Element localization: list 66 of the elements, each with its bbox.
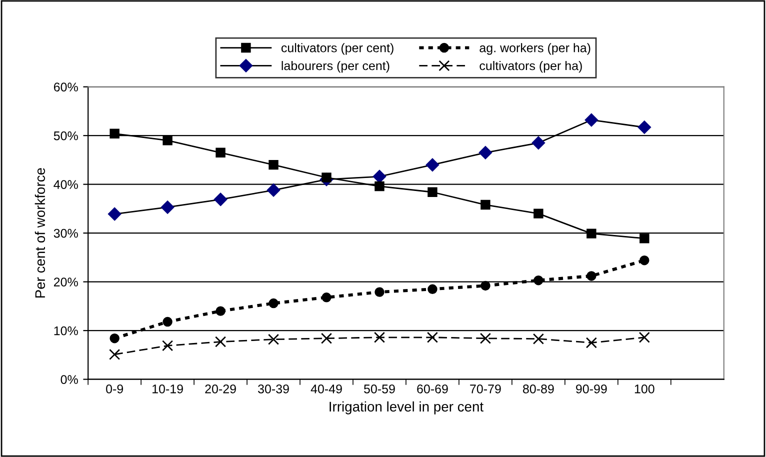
x-tick-label: 100 — [634, 384, 654, 394]
point — [426, 332, 438, 343]
x-tick-label: 80-89 — [522, 384, 554, 394]
point — [532, 136, 546, 150]
y-axis-title: Per cent of workforce — [34, 168, 46, 298]
point — [374, 332, 386, 343]
x-tick-label: 10-19 — [152, 384, 183, 394]
point — [638, 120, 651, 134]
point — [586, 228, 596, 238]
point — [426, 158, 440, 172]
point — [374, 287, 384, 297]
point — [638, 332, 650, 343]
point — [160, 200, 174, 214]
y-tick-label: 60% — [54, 82, 78, 92]
point — [162, 316, 172, 327]
point — [586, 271, 596, 281]
point — [428, 284, 438, 294]
point — [214, 192, 228, 206]
point — [110, 128, 120, 138]
point — [320, 332, 332, 344]
x-tick-label: 0-9 — [106, 384, 124, 394]
y-tick-label: 40% — [54, 180, 78, 189]
x-tick-label: 70-79 — [470, 384, 501, 394]
legend-label: cultivators (per ha) — [480, 61, 582, 73]
x-tick-label: 90-99 — [576, 384, 607, 394]
x-tick-label: 50-59 — [364, 384, 395, 394]
point — [268, 298, 278, 308]
legend-label: ag. workers (per ha) — [480, 43, 590, 55]
x-tick-label: 20-29 — [205, 384, 236, 394]
x-tick-label: 60-69 — [417, 384, 448, 394]
point — [640, 256, 650, 266]
point — [374, 181, 384, 192]
y-tick-label: 50% — [54, 131, 78, 140]
point — [268, 334, 280, 345]
point — [480, 280, 490, 291]
point — [216, 148, 226, 158]
point — [162, 136, 172, 146]
point — [216, 306, 226, 316]
point — [534, 275, 544, 286]
point — [480, 332, 492, 344]
point — [108, 207, 122, 221]
x-tick-label: 30-39 — [258, 384, 289, 394]
legend-label: labourers (per cent) — [282, 61, 390, 73]
point — [640, 234, 650, 244]
x-axis-title: Irrigation level in per cent — [330, 401, 484, 414]
legend-label: cultivators (per cent) — [281, 43, 394, 55]
y-tick-label: 30% — [54, 228, 78, 238]
point — [586, 337, 597, 348]
point — [372, 170, 386, 184]
point — [109, 348, 120, 360]
point — [266, 184, 280, 197]
point — [478, 146, 492, 160]
point — [214, 336, 226, 348]
point — [428, 187, 438, 197]
y-tick-label: 10% — [54, 326, 78, 336]
y-tick-label: 0% — [60, 375, 78, 384]
point — [162, 340, 174, 352]
point — [532, 333, 544, 344]
point — [322, 292, 332, 302]
point — [584, 113, 598, 127]
point — [480, 200, 490, 210]
point — [268, 160, 278, 170]
point — [110, 334, 120, 344]
point — [534, 208, 544, 218]
x-tick-label: 40-49 — [310, 384, 342, 394]
y-tick-label: 20% — [54, 278, 78, 286]
